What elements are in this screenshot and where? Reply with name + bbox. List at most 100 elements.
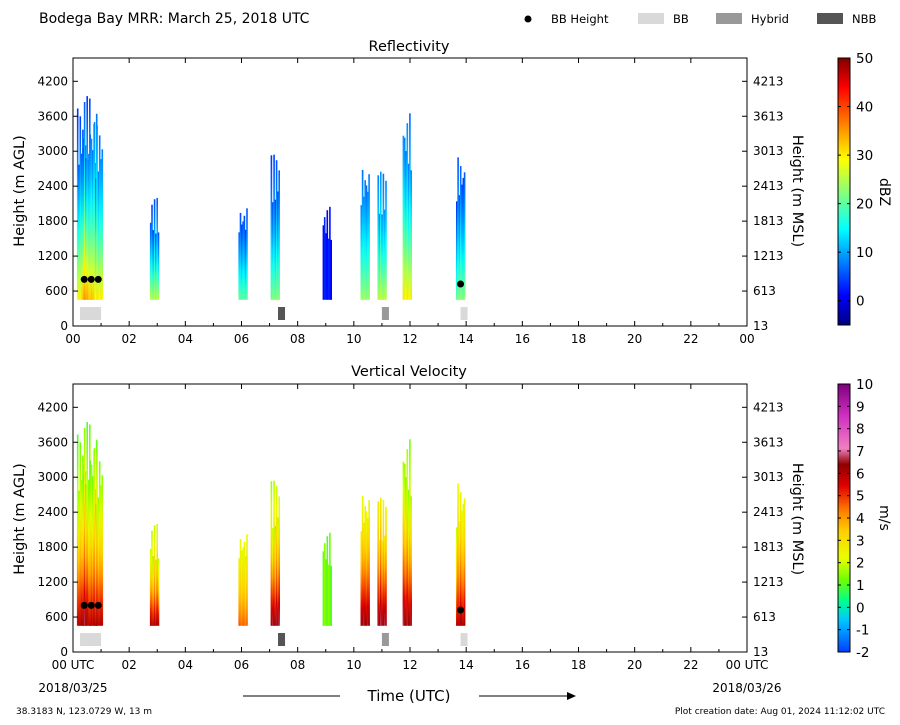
- y-tick-label-left: 3600: [37, 435, 68, 449]
- echo-strip: [363, 196, 365, 300]
- echo-strip: [381, 214, 383, 300]
- echo-strip: [363, 522, 365, 626]
- echo-strip: [241, 224, 243, 300]
- velocity-colorbar-label: m/s: [876, 505, 892, 531]
- echo-strip: [89, 134, 91, 300]
- echo-strip: [246, 534, 248, 626]
- vertical-velocity-panel: Vertical Velocity 00 UTC 02 04 06 08 10 12 14 16…: [12, 364, 892, 672]
- echo-strip: [378, 539, 381, 626]
- figure-title: Bodega Bay MRR: March 25, 2018 UTC: [39, 11, 310, 27]
- echo-strip: [326, 536, 329, 626]
- echo-strip: [329, 206, 331, 300]
- reflectivity-ylabel-right: Height (m MSL): [789, 135, 805, 247]
- x-tick-label: 14: [459, 658, 474, 672]
- echo-strip: [98, 461, 101, 626]
- y-tick-label-right: 4213: [753, 400, 784, 414]
- echo-strip: [365, 185, 368, 300]
- echo-strip: [406, 123, 409, 300]
- x-tick-label: 02: [122, 332, 137, 346]
- x-tick-label: 00: [739, 332, 754, 346]
- bb-height-marker: [94, 601, 102, 609]
- echo-strip: [239, 212, 242, 300]
- x-tick-label: 22: [683, 332, 698, 346]
- echo-strip: [278, 170, 280, 300]
- echo-strip: [82, 148, 85, 300]
- x-tick-label: 18: [571, 332, 586, 346]
- colorbar-tick-label: 4: [856, 511, 865, 527]
- echo-strip: [457, 157, 459, 300]
- echo-strip: [79, 116, 82, 300]
- bb-height-marker: [457, 606, 465, 614]
- echo-strip: [405, 151, 407, 300]
- echo-strip: [242, 547, 244, 626]
- echo-strip: [98, 135, 101, 300]
- echo-strip: [157, 558, 160, 626]
- bb-height-marker: [87, 275, 95, 283]
- echo-strip: [325, 233, 327, 300]
- x-tick-label: 10: [346, 658, 361, 672]
- echo-strip: [273, 480, 275, 626]
- echo-strip: [93, 122, 96, 300]
- echo-strip: [92, 150, 94, 300]
- bb-type-bar-hybrid: [381, 307, 389, 320]
- echo-strip: [100, 159, 102, 300]
- echo-strip: [323, 543, 326, 626]
- echo-strip: [274, 525, 277, 626]
- velocity-ylabel-left: Height (m AGL): [12, 463, 28, 575]
- echo-strip: [88, 153, 90, 300]
- x-tick-label: 12: [402, 332, 417, 346]
- echo-strip: [76, 108, 79, 300]
- colorbar-tick-label: 0: [856, 600, 865, 616]
- y-tick-label-right: 1213: [753, 249, 784, 263]
- x-tick-label: 14: [459, 332, 474, 346]
- echo-strip: [101, 475, 104, 626]
- colorbar-tick-label: 5: [856, 489, 865, 505]
- colorbar-tick-label: 10: [856, 377, 873, 393]
- echo-strip: [90, 138, 93, 300]
- echo-strip: [405, 477, 407, 626]
- echo-strip: [409, 439, 411, 626]
- y-tick-label-right: 13: [753, 645, 768, 659]
- echo-strip: [273, 154, 275, 300]
- echo-strip: [271, 528, 274, 626]
- x-tick-label: 18: [571, 658, 586, 672]
- location-text: 38.3183 N, 123.0729 W, 13 m: [16, 707, 152, 717]
- velocity-title: Vertical Velocity: [351, 364, 467, 380]
- bb-type-bar-bb: [460, 307, 468, 320]
- x-tick-label: 06: [234, 332, 249, 346]
- reflectivity-title: Reflectivity: [369, 39, 450, 55]
- y-tick-label-left: 4200: [37, 74, 68, 88]
- y-tick-label-right: 1813: [753, 214, 784, 228]
- colorbar-tick-label: -2: [856, 645, 869, 661]
- echo-strip: [364, 180, 366, 300]
- echo-strip: [243, 215, 246, 300]
- xlabel: Time (UTC): [367, 687, 451, 705]
- echo-strip: [155, 559, 157, 626]
- y-tick-label-left: 1800: [37, 540, 68, 554]
- y-tick-label-right: 3613: [753, 435, 784, 449]
- echo-strip: [271, 202, 274, 300]
- y-tick-label-left: 600: [45, 284, 68, 298]
- echo-strip: [377, 501, 379, 626]
- xlabel-arrow-head: [567, 692, 576, 700]
- echo-strip: [157, 232, 160, 300]
- echo-strip: [403, 463, 406, 626]
- echo-strip: [330, 565, 332, 626]
- echo-columns: [76, 96, 466, 300]
- echo-strip: [383, 535, 386, 626]
- echo-strip: [244, 229, 247, 300]
- echo-strip: [330, 239, 332, 300]
- echo-strip: [241, 550, 243, 626]
- y-tick-label-left: 1200: [37, 249, 68, 263]
- echo-strip: [368, 174, 370, 300]
- x-tick-label: 04: [178, 658, 193, 672]
- echo-strip: [244, 555, 247, 626]
- colorbar-tick-label: 3: [856, 533, 865, 549]
- echo-strip: [323, 217, 326, 300]
- echo-strip: [459, 166, 462, 300]
- x-tick-label: 08: [290, 332, 305, 346]
- legend-nbb-label: NBB: [852, 12, 876, 26]
- y-tick-label-right: 4213: [753, 74, 784, 88]
